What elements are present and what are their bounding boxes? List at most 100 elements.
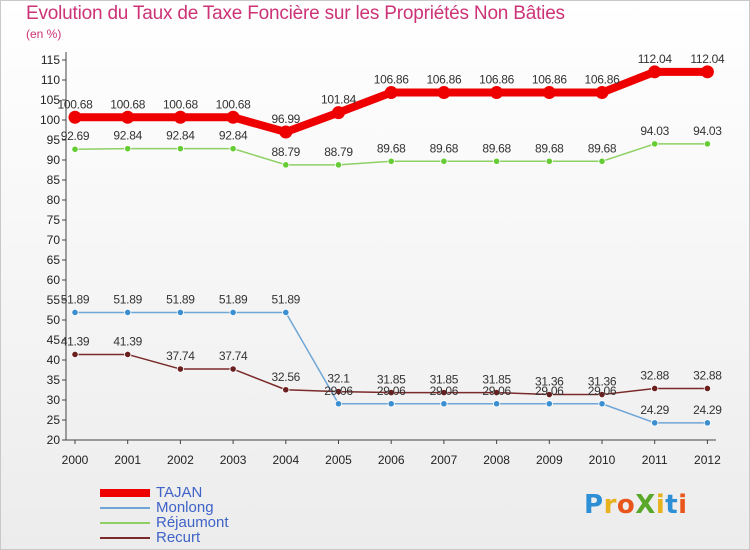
data-label-tajan: 112.04	[690, 52, 725, 66]
data-point-recurt	[598, 390, 606, 399]
data-point-monlong	[387, 400, 395, 408]
data-label-rjaumont: 92.69	[61, 129, 90, 143]
data-label-rjaumont: 92.84	[219, 129, 248, 143]
data-point-monlong	[545, 400, 553, 408]
data-point-tajan	[700, 65, 714, 79]
data-point-tajan	[648, 65, 662, 79]
data-label-monlong: 51.89	[113, 292, 142, 306]
y-tick-label: 40	[47, 353, 61, 367]
legend-label-monlong: Monlong	[156, 499, 214, 516]
data-point-rjaumont	[334, 161, 343, 169]
data-point-monlong	[440, 400, 448, 408]
data-point-recurt	[545, 390, 553, 399]
logo-letter: t	[665, 490, 679, 520]
data-label-monlong: 51.89	[61, 292, 90, 306]
legend-label-tajan: TAJAN	[156, 484, 203, 501]
y-tick-label: 95	[47, 133, 61, 147]
data-label-tajan: 112.04	[638, 52, 673, 66]
data-label-rjaumont: 88.79	[272, 145, 301, 159]
data-point-recurt	[124, 350, 132, 359]
data-point-tajan	[384, 86, 398, 100]
data-label-tajan: 100.68	[58, 97, 94, 111]
data-point-monlong	[703, 419, 712, 427]
y-tick-label: 50	[47, 313, 61, 327]
y-tick-label: 105	[40, 93, 60, 107]
x-tick-label: 2000	[62, 453, 89, 467]
data-label-rjaumont: 89.68	[482, 141, 511, 155]
data-point-recurt	[703, 384, 712, 393]
y-tick-label: 25	[47, 413, 61, 427]
data-point-rjaumont	[598, 157, 606, 165]
logo-letter: o	[616, 490, 636, 520]
data-point-rjaumont	[651, 140, 659, 148]
data-label-monlong: 29.06	[535, 384, 564, 398]
data-point-recurt	[229, 365, 237, 373]
data-point-recurt	[387, 388, 395, 397]
legend-swatch-tajan	[100, 489, 150, 497]
data-point-tajan	[490, 86, 504, 100]
y-tick-label: 35	[47, 373, 61, 387]
data-point-monlong	[651, 419, 659, 427]
y-tick-label: 70	[47, 233, 61, 247]
y-tick-label: 20	[47, 433, 61, 447]
x-tick-label: 2004	[272, 453, 299, 467]
data-label-rjaumont: 88.79	[324, 145, 353, 159]
x-tick-label: 2005	[325, 453, 352, 467]
data-point-monlong	[492, 400, 501, 408]
x-tick-label: 2011	[642, 453, 668, 467]
data-point-recurt	[492, 388, 501, 397]
data-label-tajan: 106.86	[532, 73, 568, 87]
data-point-rjaumont	[124, 145, 132, 153]
data-label-recurt: 31.85	[377, 373, 406, 387]
data-label-tajan: 101.84	[321, 93, 357, 107]
series-monlong	[71, 308, 712, 427]
series-layer	[68, 65, 714, 427]
data-label-monlong: 29.06	[588, 384, 617, 398]
data-label-tajan: 106.86	[479, 73, 515, 87]
x-tick-label: 2001	[114, 453, 141, 467]
y-tick-label: 85	[47, 173, 61, 187]
data-label-rjaumont: 92.84	[166, 129, 195, 143]
logo-letter: i	[678, 490, 688, 520]
data-point-recurt	[282, 386, 290, 394]
data-label-recurt: 32.88	[693, 368, 722, 382]
x-tick-label: 2006	[378, 453, 405, 467]
x-tick-label: 2003	[220, 453, 247, 467]
data-point-rjaumont	[703, 140, 712, 148]
data-label-recurt: 37.74	[219, 349, 248, 363]
data-point-rjaumont	[545, 157, 553, 165]
y-tick-label: 100	[40, 113, 60, 127]
x-tick-label: 2008	[483, 453, 510, 467]
data-point-monlong	[124, 308, 132, 317]
data-label-monlong: 29.06	[482, 384, 511, 398]
data-point-recurt	[440, 388, 448, 397]
legend-label-rejaumont: Réjaumont	[156, 514, 229, 531]
data-point-tajan	[542, 86, 556, 100]
proxiti-logo: ProXiti	[584, 490, 688, 520]
data-point-recurt	[334, 387, 343, 396]
data-label-tajan: 100.68	[110, 97, 146, 111]
data-point-recurt	[71, 350, 79, 359]
data-point-recurt	[176, 365, 184, 373]
logo-letter: i	[655, 490, 666, 520]
data-label-monlong: 24.29	[693, 403, 722, 417]
data-point-monlong	[71, 308, 79, 317]
data-label-monlong: 29.06	[324, 384, 353, 398]
y-tick-label: 80	[47, 193, 61, 207]
data-label-monlong: 24.29	[640, 403, 669, 417]
legend-swatch-recurt	[100, 537, 150, 539]
y-tick-label: 65	[47, 253, 61, 267]
data-point-tajan	[173, 110, 187, 124]
y-tick-label: 45	[47, 333, 61, 347]
data-point-monlong	[229, 308, 237, 317]
data-label-recurt: 32.1	[327, 372, 350, 386]
data-point-tajan	[332, 106, 345, 120]
y-tick-label: 110	[41, 73, 60, 87]
data-label-recurt: 31.36	[588, 375, 617, 389]
data-point-tajan	[595, 86, 609, 100]
data-label-recurt: 31.36	[535, 375, 564, 389]
data-point-monlong	[282, 308, 290, 317]
data-label-tajan: 96.99	[272, 112, 301, 126]
